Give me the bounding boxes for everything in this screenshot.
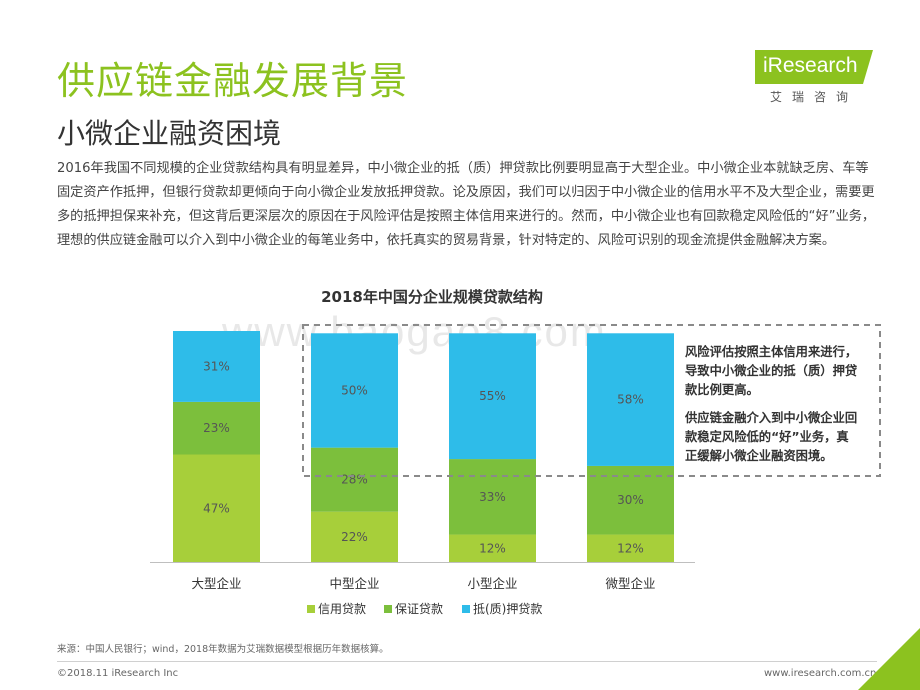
callout-paragraph-1: 风险评估按照主体信用来进行，导致中小微企业的抵（质）押贷款比例更高。 xyxy=(685,345,858,397)
data-label: 12% xyxy=(479,541,506,555)
page-number: 4 xyxy=(896,664,907,683)
footer-divider xyxy=(57,661,877,662)
website-link[interactable]: www.iresearch.com.cn xyxy=(764,668,877,679)
category-tick-label: 中型企业 xyxy=(329,576,379,591)
data-label: 55% xyxy=(479,389,506,403)
data-label: 58% xyxy=(617,393,644,407)
data-label: 30% xyxy=(617,493,644,507)
callout-text: 风险评估按照主体信用来进行，导致中小微企业的抵（质）押贷款比例更高。 供应链金融… xyxy=(685,343,860,475)
bar-segment xyxy=(311,333,398,448)
highlight-dashed-box xyxy=(302,324,881,477)
logo-brand: iResearch xyxy=(763,54,858,77)
bar-segment xyxy=(587,534,674,562)
bar-segment xyxy=(173,331,260,402)
bar-segment xyxy=(449,534,536,562)
page-subtitle: 小微企业融资困境 xyxy=(57,117,282,150)
data-label: 47% xyxy=(203,501,230,515)
data-label: 12% xyxy=(617,541,644,555)
chart-title: 2018年中国分企业规模贷款结构 xyxy=(321,288,543,306)
bar-segment xyxy=(449,333,536,460)
legend-swatch xyxy=(462,605,470,613)
legend-label: 抵(质)押贷款 xyxy=(473,602,542,616)
bar-segment xyxy=(449,459,536,535)
page-title: 供应链金融发展背景 xyxy=(57,59,409,103)
bar-segment xyxy=(587,465,674,535)
data-label: 31% xyxy=(203,359,230,373)
bar-segment xyxy=(587,333,674,466)
data-label: 33% xyxy=(479,490,506,504)
watermark: www.baogao8.com xyxy=(222,308,607,355)
logo-badge-icon xyxy=(755,50,873,84)
copyright: ©2018.11 iResearch Inc xyxy=(57,668,179,679)
bar-segment xyxy=(311,447,398,512)
data-label: 28% xyxy=(341,473,368,487)
legend-swatch xyxy=(307,605,315,613)
callout-paragraph-2: 供应链金融介入到中小微企业回款稳定风险低的“好”业务，真正缓解小微企业融资困境。 xyxy=(685,411,858,463)
data-label: 50% xyxy=(341,383,368,397)
legend-label: 信用贷款 xyxy=(318,602,366,616)
legend-label: 保证贷款 xyxy=(395,602,443,616)
bar-segment xyxy=(173,454,260,562)
bar-segment xyxy=(173,401,260,455)
legend-swatch xyxy=(384,605,392,613)
category-tick-label: 大型企业 xyxy=(191,576,241,591)
bar-segment xyxy=(311,511,398,562)
logo-sub: 艾瑞咨询 xyxy=(770,90,859,104)
category-tick-label: 微型企业 xyxy=(605,576,655,591)
intro-paragraph: 2016年我国不同规模的企业贷款结构具有明显差异，中小微企业的抵（质）押贷款比例… xyxy=(57,161,876,248)
data-label: 23% xyxy=(203,421,230,435)
source-note: 来源：中国人民银行；wind，2018年数据为艾瑞数据模型根据历年数据核算。 xyxy=(57,644,389,655)
iresearch-logo: iResearch 艾瑞咨询 xyxy=(755,48,875,108)
data-label: 22% xyxy=(341,530,368,544)
category-tick-label: 小型企业 xyxy=(467,576,517,591)
